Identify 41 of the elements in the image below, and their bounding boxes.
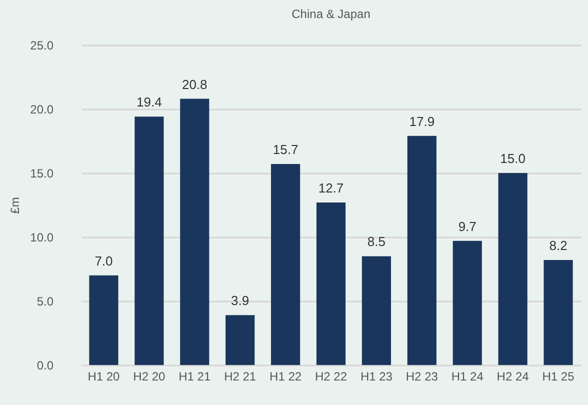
data-label: 3.9 — [231, 293, 250, 308]
data-label: 8.2 — [549, 238, 568, 254]
data-label: 9.7 — [458, 218, 476, 234]
chart-title: China & Japan — [292, 7, 370, 21]
bar — [226, 315, 255, 365]
x-tick-label: H2 23 — [406, 370, 438, 384]
bar — [134, 116, 164, 365]
data-label: 7.0 — [94, 253, 113, 268]
x-tick-label: H2 21 — [224, 370, 256, 384]
data-label: 12.7 — [318, 180, 344, 196]
bar — [544, 260, 573, 365]
x-tick-label: H1 20 — [88, 370, 120, 384]
data-label: 19.4 — [136, 94, 162, 110]
y-tick-label: 10.0 — [30, 230, 54, 244]
bar — [407, 136, 436, 365]
x-tick-label: H1 22 — [270, 370, 302, 384]
bar — [362, 256, 391, 365]
bar — [452, 240, 482, 365]
y-axis-title: £m — [8, 197, 22, 214]
x-tick-label: H2 22 — [314, 370, 348, 384]
data-label: 17.9 — [409, 114, 435, 129]
x-tick-label: H1 21 — [178, 370, 211, 384]
bar — [89, 275, 118, 365]
bar — [498, 173, 528, 365]
y-tick-label: 20.0 — [30, 102, 54, 116]
data-label: 8.5 — [367, 234, 386, 250]
data-label: 15.7 — [272, 142, 298, 158]
x-tick-label: H1 25 — [542, 370, 575, 384]
bar — [316, 202, 346, 365]
y-tick-label: 15.0 — [30, 166, 54, 180]
y-tick-label: 25.0 — [30, 38, 54, 52]
bar — [271, 164, 300, 365]
x-tick-label: H1 23 — [360, 370, 393, 384]
x-tick-label: H2 20 — [133, 370, 166, 384]
data-label: 20.8 — [182, 76, 208, 92]
x-tick-label: H2 24 — [496, 370, 530, 384]
bar — [180, 98, 210, 365]
y-tick-label: 5.0 — [36, 294, 54, 308]
y-tick-label: 0.0 — [36, 358, 54, 372]
data-label: 15.0 — [500, 151, 526, 166]
x-tick-label: H1 24 — [451, 370, 484, 384]
